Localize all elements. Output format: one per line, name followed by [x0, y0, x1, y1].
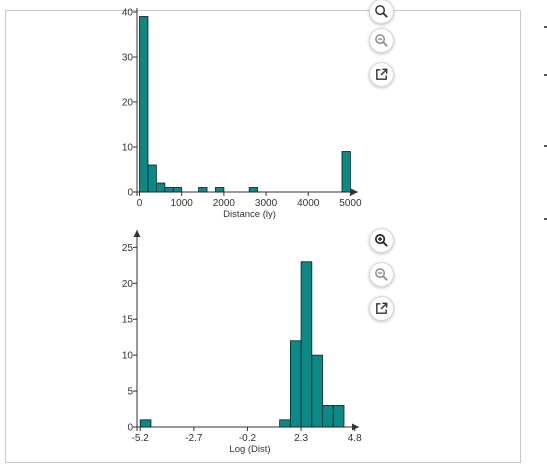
x-tick-label: 5000 [339, 198, 362, 209]
x-axis-label: Log (Dist) [229, 444, 270, 455]
x-tick-label: -5.2 [132, 433, 150, 444]
edge-mark [544, 145, 547, 147]
zoom-out-icon [375, 34, 388, 47]
histogram-bar [300, 261, 313, 428]
x-tick-label: -0.2 [239, 433, 257, 444]
edge-mark [544, 74, 547, 76]
y-tick-label: 30 [122, 53, 134, 64]
histogram-bar [139, 419, 152, 428]
zoom-out-icon [375, 268, 388, 281]
y-tick-label: 15 [122, 315, 134, 326]
y-tick-label: 0 [127, 423, 133, 434]
x-tick-label: -2.7 [185, 433, 203, 444]
x-tick-label: 2000 [213, 198, 236, 209]
graph-panel: 0 10 20 30 40 0 1000 2000 3000 4000 5000 Distance (… [5, 0, 521, 463]
x-tick-label: 0 [137, 198, 143, 209]
histogram-bar [279, 419, 291, 428]
histogram-bar [341, 151, 351, 193]
histogram-bar [322, 405, 334, 428]
open-external-icon [376, 302, 388, 314]
open-external-button[interactable] [369, 62, 394, 87]
histogram-bar [164, 187, 174, 193]
open-external-icon [376, 68, 388, 80]
histogram-bar [311, 354, 323, 428]
zoom-in-icon [375, 5, 388, 18]
zoom-in-button[interactable] [369, 0, 394, 24]
histogram-bar [172, 187, 183, 193]
y-tick-label: 20 [122, 279, 134, 290]
x-axis-arrow [351, 188, 358, 196]
histogram-bar [147, 164, 157, 193]
y-tick-label: 10 [122, 143, 134, 154]
y-tick-label: 10 [122, 351, 134, 362]
histogram-bar [139, 16, 149, 193]
zoom-out-button[interactable] [369, 262, 394, 287]
zoom-in-icon [375, 234, 388, 247]
x-tick-label: 2.3 [294, 433, 308, 444]
y-tick-label: 5 [127, 387, 133, 398]
y-tick-label: 20 [122, 98, 134, 109]
x-axis-label: Distance (ly) [223, 209, 276, 220]
x-tick-label: 4000 [297, 198, 320, 209]
y-tick-label: 25 [122, 243, 134, 254]
x-tick-label: 4.8 [348, 433, 362, 444]
y-tick-label: 0 [127, 188, 133, 199]
x-axis-arrow [352, 423, 359, 431]
histogram-bar [289, 340, 302, 428]
y-axis-arrow [133, 230, 141, 237]
x-tick-label: 1000 [171, 198, 194, 209]
x-tick-label: 3000 [255, 198, 278, 209]
zoom-out-button[interactable] [369, 28, 394, 53]
edge-mark [544, 218, 547, 220]
log-distance-histogram: 0 5 10 15 20 25 -5.2 -2.7 -0.2 2.3 4.8 Log (Dist) [122, 230, 362, 455]
open-external-button[interactable] [369, 296, 394, 321]
histogram-bar [332, 405, 345, 428]
zoom-in-button[interactable] [369, 228, 394, 253]
histogram-bar [215, 187, 225, 193]
y-tick-label: 40 [122, 8, 134, 19]
histogram-bar [248, 187, 259, 193]
distance-histogram: 0 10 20 30 40 0 1000 2000 3000 4000 5000 Distance (… [122, 8, 362, 221]
histogram-bar [198, 187, 208, 193]
edge-mark [544, 26, 547, 28]
histogram-bar [156, 182, 166, 193]
